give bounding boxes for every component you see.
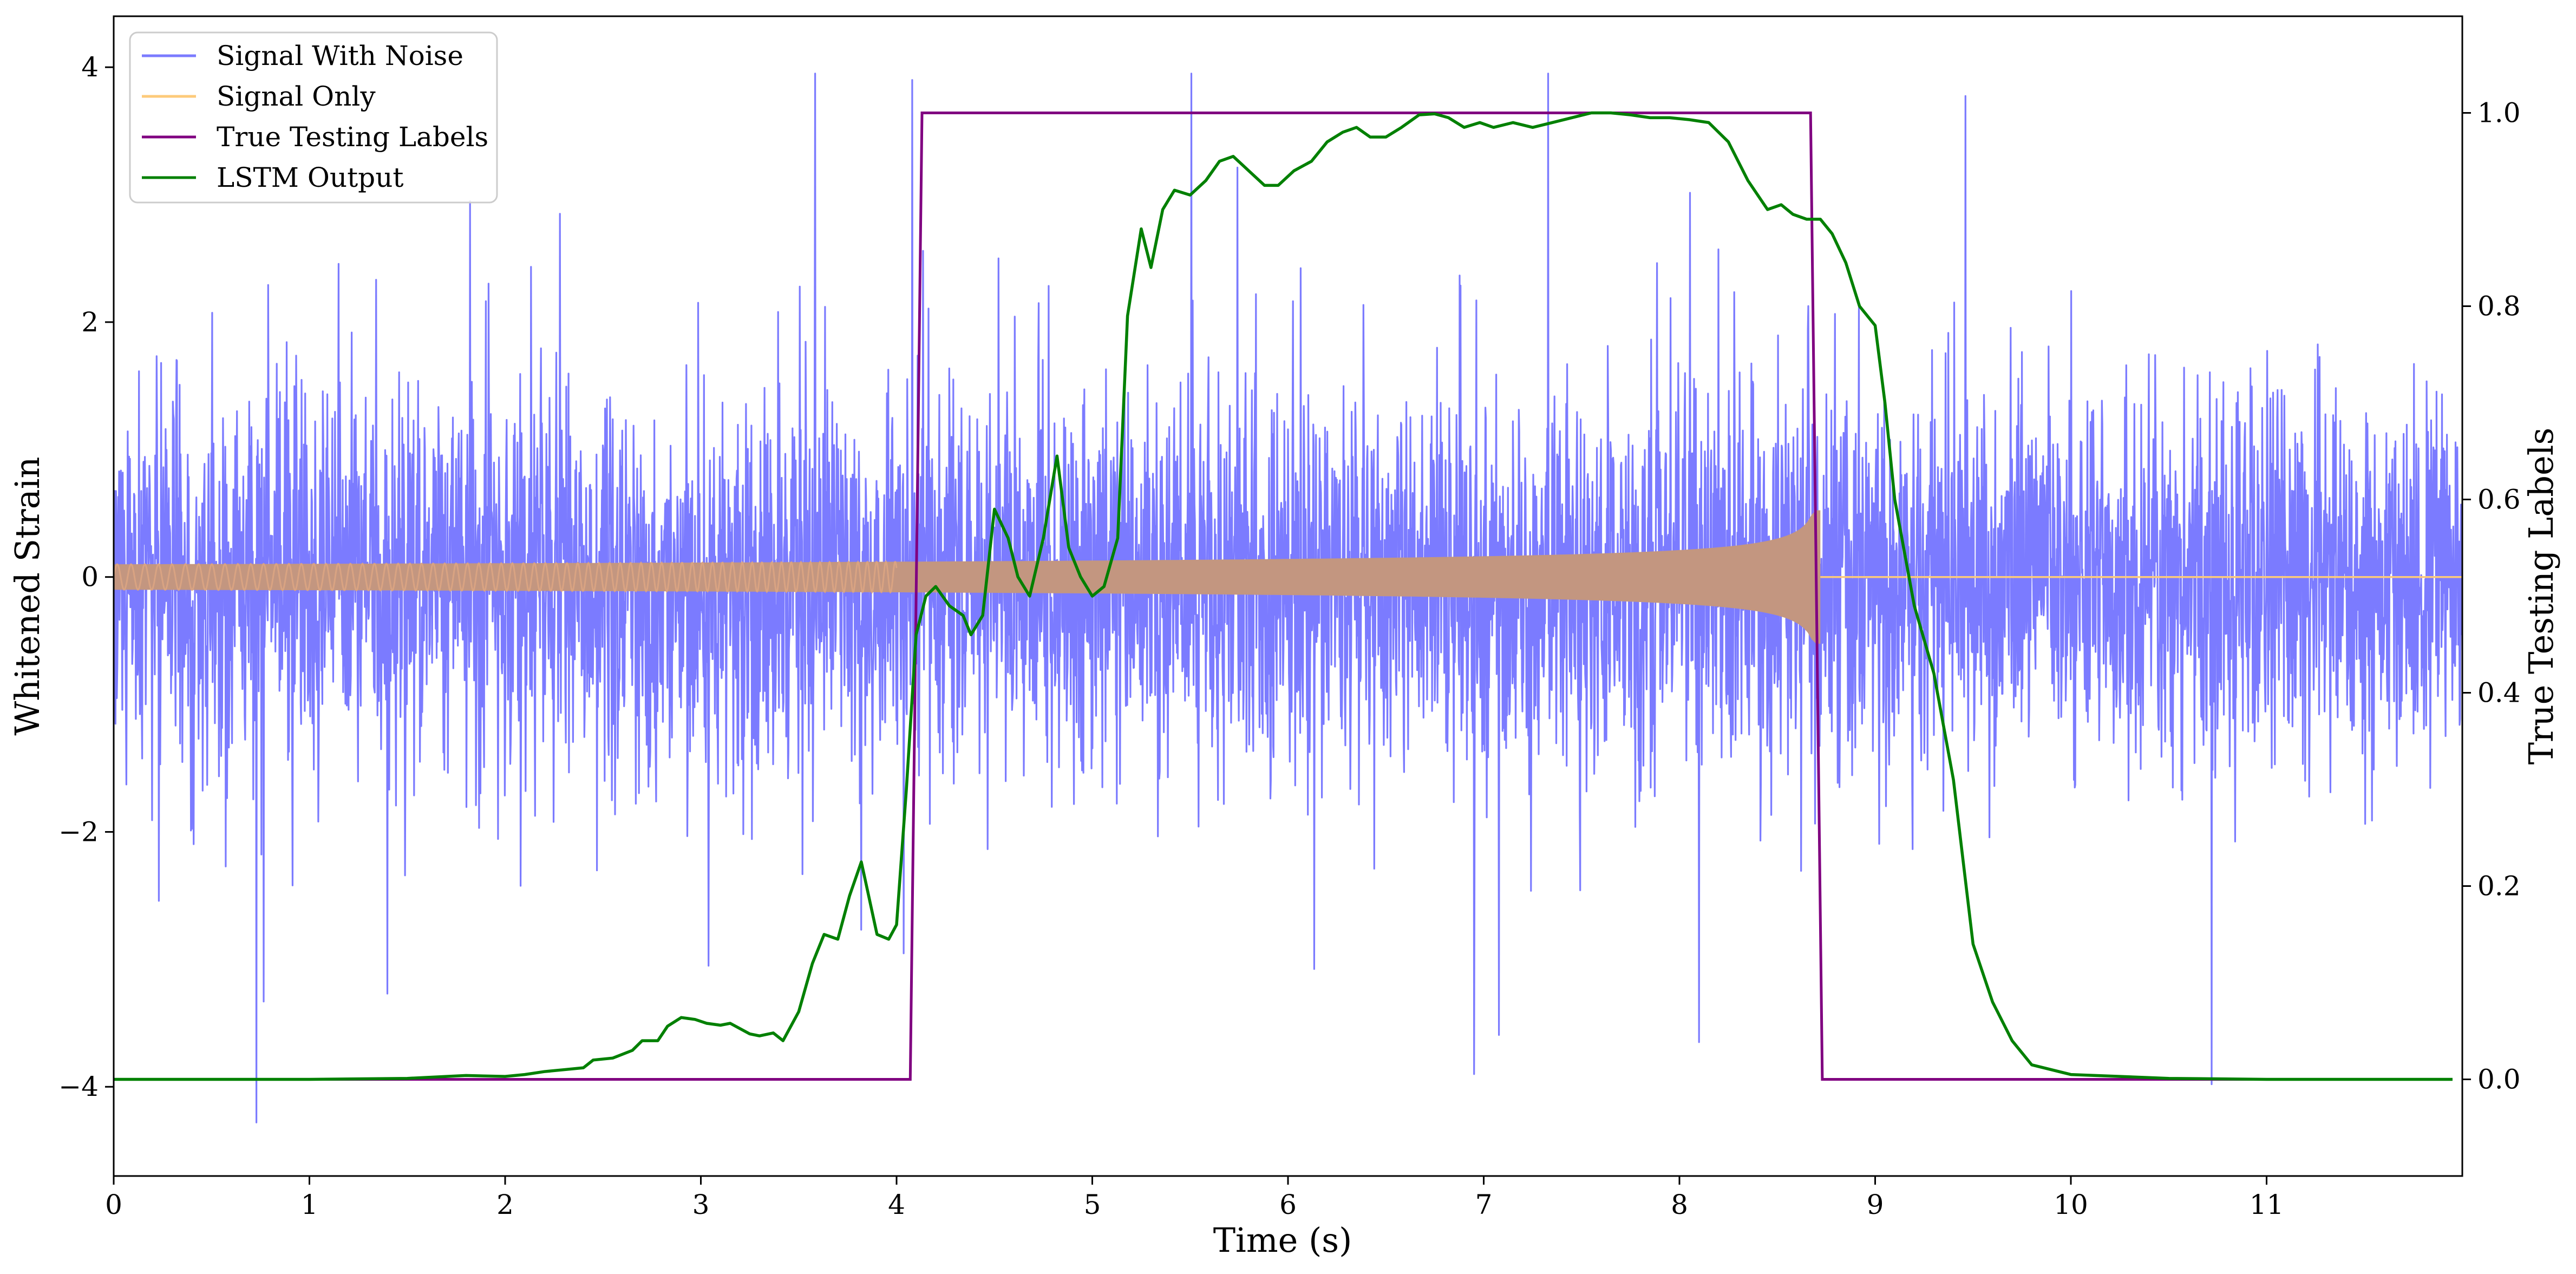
series-signal-only [114, 560, 898, 594]
legend-label-signal-only: Signal Only [217, 81, 376, 112]
x-tick-label: 7 [1475, 1189, 1493, 1220]
plot-area [114, 73, 2462, 1123]
x-tick-label: 1 [301, 1189, 318, 1220]
series-signal-only-envelope [114, 510, 1821, 644]
x-tick-label: 9 [1867, 1189, 1884, 1220]
y-left-tick-label: 4 [81, 51, 99, 83]
y-left-tick-label: 0 [81, 561, 99, 593]
y-right-tick-label: 0.0 [2477, 1064, 2521, 1095]
y-left-tick-label: −4 [58, 1071, 99, 1102]
x-tick-label: 5 [1084, 1189, 1101, 1220]
x-tick-label: 0 [105, 1189, 122, 1220]
x-tick-label: 11 [2250, 1189, 2284, 1220]
series-signal-with-noise [114, 73, 2462, 1123]
legend-label-signal-with-noise: Signal With Noise [217, 40, 463, 71]
legend-label-true-testing-labels: True Testing Labels [217, 121, 488, 153]
series-lstm-output [114, 111, 2453, 1081]
legend: Signal With Noise Signal Only True Testi… [129, 31, 498, 204]
x-axis-label: Time (s) [1213, 1220, 1352, 1260]
y-left-tick-label: −2 [58, 816, 99, 847]
y-right-tick-label: 0.8 [2477, 291, 2521, 322]
y-right-tick-label: 1.0 [2477, 97, 2521, 129]
y-right-tick-label: 0.4 [2477, 677, 2521, 709]
y-left-tick-label: 2 [81, 306, 99, 338]
legend-label-lstm-output: LSTM Output [217, 162, 403, 193]
y-right-tick-label: 0.2 [2477, 871, 2521, 902]
y-axis-right-label: True Testing Labels [2521, 428, 2561, 765]
x-tick-label: 6 [1279, 1189, 1297, 1220]
y-right-tick-label: 0.6 [2477, 484, 2521, 515]
legend-box [129, 31, 498, 204]
x-tick-label: 3 [692, 1189, 710, 1220]
series-true-testing-labels [114, 112, 2453, 1081]
x-tick-label: 8 [1671, 1189, 1688, 1220]
x-tick-label: 4 [888, 1189, 905, 1220]
x-tick-label: 10 [2054, 1189, 2088, 1220]
y-axis-left-label: Whitened Strain [8, 457, 47, 736]
axes-ticks: 0 1 2 3 4 5 6 7 8 9 10 11 4 2 0 −2 −4 1.0 0.8 0.6 0.4 0.2 0.0 [58, 51, 2520, 1220]
x-tick-label: 2 [496, 1189, 514, 1220]
